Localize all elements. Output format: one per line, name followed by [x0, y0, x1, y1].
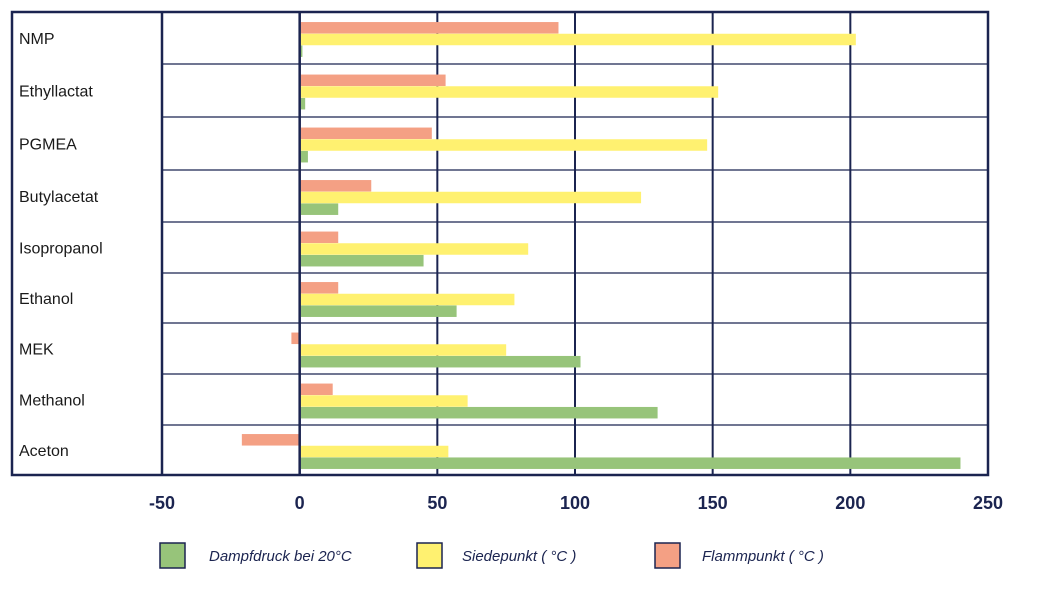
bar-butylacetat-0	[300, 180, 372, 192]
bar-pgmea-1	[300, 139, 708, 151]
legend-label-2: Flammpunkt ( °C )	[702, 548, 824, 565]
bar-ethyllactat-1	[300, 86, 719, 98]
legend-swatch-1	[416, 542, 443, 569]
bar-nmp-1	[300, 33, 856, 46]
bar-butylacetat-2	[300, 203, 339, 215]
bar-nmp-2	[300, 45, 303, 57]
bar-pgmea-0	[300, 127, 432, 140]
legend-swatch-2	[654, 542, 681, 569]
bar-methanol-2	[300, 406, 658, 419]
bar-isopropanol-1	[300, 243, 529, 255]
bar-isopropanol-2	[300, 254, 424, 267]
legend-label-1: Siedepunkt ( °C )	[462, 548, 576, 565]
category-label-mek: MEK	[19, 342, 54, 359]
bar-ethanol-2	[300, 305, 457, 317]
category-label-ethanol: Ethanol	[19, 291, 73, 308]
category-label-butylacetat: Butylacetat	[19, 189, 99, 206]
bar-nmp-0	[300, 22, 559, 34]
category-label-ethyllactat: Ethyllactat	[19, 84, 93, 101]
legend-label-0: Dampfdruck bei 20°C	[209, 548, 352, 565]
category-label-nmp: NMP	[19, 31, 55, 48]
x-tick-label-100: 100	[560, 493, 590, 513]
bar-aceton-2	[300, 457, 961, 469]
category-label-isopropanol: Isopropanol	[19, 241, 103, 258]
bar-aceton-1	[300, 445, 449, 458]
bar-methanol-1	[300, 395, 468, 407]
bar-ethyllactat-0	[300, 74, 446, 87]
bar-pgmea-2	[300, 150, 308, 163]
bar-ethanol-1	[300, 293, 515, 306]
legend-swatch-0	[159, 542, 186, 569]
bar-butylacetat-1	[300, 191, 642, 204]
bar-methanol-0	[300, 383, 333, 396]
category-label-methanol: Methanol	[19, 393, 85, 410]
x-tick-label-150: 150	[698, 493, 728, 513]
x-tick-label-250: 250	[973, 493, 1003, 513]
category-label-pgmea: PGMEA	[19, 137, 77, 154]
x-tick-label-50: 50	[427, 493, 447, 513]
chart-frame	[10, 10, 990, 477]
category-label-aceton: Aceton	[19, 443, 69, 460]
bar-mek-2	[300, 355, 581, 368]
bar-mek-0	[291, 332, 299, 345]
x-tick-label-0: 0	[295, 493, 305, 513]
bar-ethyllactat-2	[300, 97, 306, 110]
bar-ethanol-0	[300, 282, 339, 294]
bar-mek-1	[300, 344, 507, 356]
x-tick-label--50: -50	[149, 493, 175, 513]
bar-aceton-0	[241, 434, 299, 446]
x-tick-label-200: 200	[835, 493, 865, 513]
bar-isopropanol-0	[300, 231, 339, 244]
